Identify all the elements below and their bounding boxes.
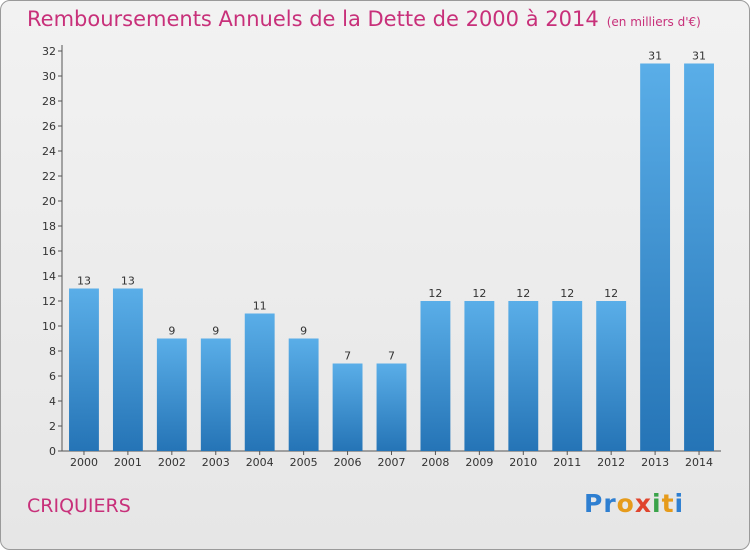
chart-title-text: Remboursements Annuels de la Dette de 20… [27, 7, 599, 31]
y-tick-label: 10 [42, 320, 56, 333]
x-tick-label: 2003 [202, 456, 230, 469]
y-tick-label: 12 [42, 295, 56, 308]
x-tick-label: 2004 [246, 456, 274, 469]
x-tick-label: 2011 [553, 456, 581, 469]
unit-note: (en milliers d'€) [606, 15, 701, 29]
y-tick-label: 30 [42, 70, 56, 83]
bar-value-label: 9 [300, 325, 307, 338]
chart-title: Remboursements Annuels de la Dette de 20… [27, 7, 701, 31]
bar-value-label: 12 [516, 287, 530, 300]
commune-name: CRIQUIERS [27, 495, 131, 517]
bar [508, 301, 539, 451]
bar [420, 301, 451, 451]
bar-value-label: 11 [253, 300, 267, 313]
bar-value-label: 12 [560, 287, 574, 300]
data-labels: 13 13 9 9 11 9 7 7 12 12 12 12 12 31 31 [77, 50, 706, 363]
bar [464, 301, 495, 451]
y-tick-label: 18 [42, 220, 56, 233]
bar-value-label: 12 [428, 287, 442, 300]
y-tick-label: 32 [42, 45, 56, 58]
y-tick-label: 14 [42, 270, 56, 283]
y-tick-label: 6 [49, 370, 56, 383]
bar [684, 63, 714, 451]
y-tick-label: 22 [42, 170, 56, 183]
y-tick-label: 20 [42, 195, 56, 208]
bar-value-label: 12 [472, 287, 486, 300]
x-tick-label: 2014 [685, 456, 713, 469]
bar-value-label: 7 [388, 350, 395, 363]
bar-value-label: 31 [648, 50, 662, 63]
bar-value-label: 12 [604, 287, 618, 300]
bar [156, 338, 187, 451]
bar [332, 363, 363, 451]
bar-value-label: 9 [168, 325, 175, 338]
y-tick-label: 4 [49, 395, 56, 408]
x-tick-label: 2008 [421, 456, 449, 469]
x-tick-label: 2009 [465, 456, 493, 469]
bar [288, 338, 319, 451]
bar-value-label: 31 [692, 50, 706, 63]
x-tick-label: 2006 [334, 456, 362, 469]
y-tick-label: 26 [42, 120, 56, 133]
x-tick-label: 2010 [509, 456, 537, 469]
bar-value-label: 9 [212, 325, 219, 338]
x-tick-label: 2000 [70, 456, 98, 469]
y-tick-label: 24 [42, 145, 56, 158]
x-tick-label: 2005 [290, 456, 318, 469]
x-tick-label: 2012 [597, 456, 625, 469]
bar [596, 301, 627, 451]
y-tick-label: 28 [42, 95, 56, 108]
bar [640, 63, 671, 451]
bar [69, 288, 99, 451]
bar [200, 338, 231, 451]
y-tick-label: 2 [49, 420, 56, 433]
bar-value-label: 13 [121, 275, 135, 288]
bar-value-label: 13 [77, 275, 91, 288]
x-tick-label: 2007 [378, 456, 406, 469]
x-tick-label: 2002 [158, 456, 186, 469]
y-tick-label: 0 [49, 445, 56, 458]
x-tick-label: 2013 [641, 456, 669, 469]
bar [376, 363, 407, 451]
bar [112, 288, 143, 451]
y-tick-label: 16 [42, 245, 56, 258]
bar-value-label: 7 [344, 350, 351, 363]
bar [244, 313, 275, 451]
proxiti-logo: Proxiti [584, 489, 685, 518]
bars [69, 63, 714, 451]
bar [552, 301, 583, 451]
x-tick-label: 2001 [114, 456, 142, 469]
y-tick-label: 8 [49, 345, 56, 358]
